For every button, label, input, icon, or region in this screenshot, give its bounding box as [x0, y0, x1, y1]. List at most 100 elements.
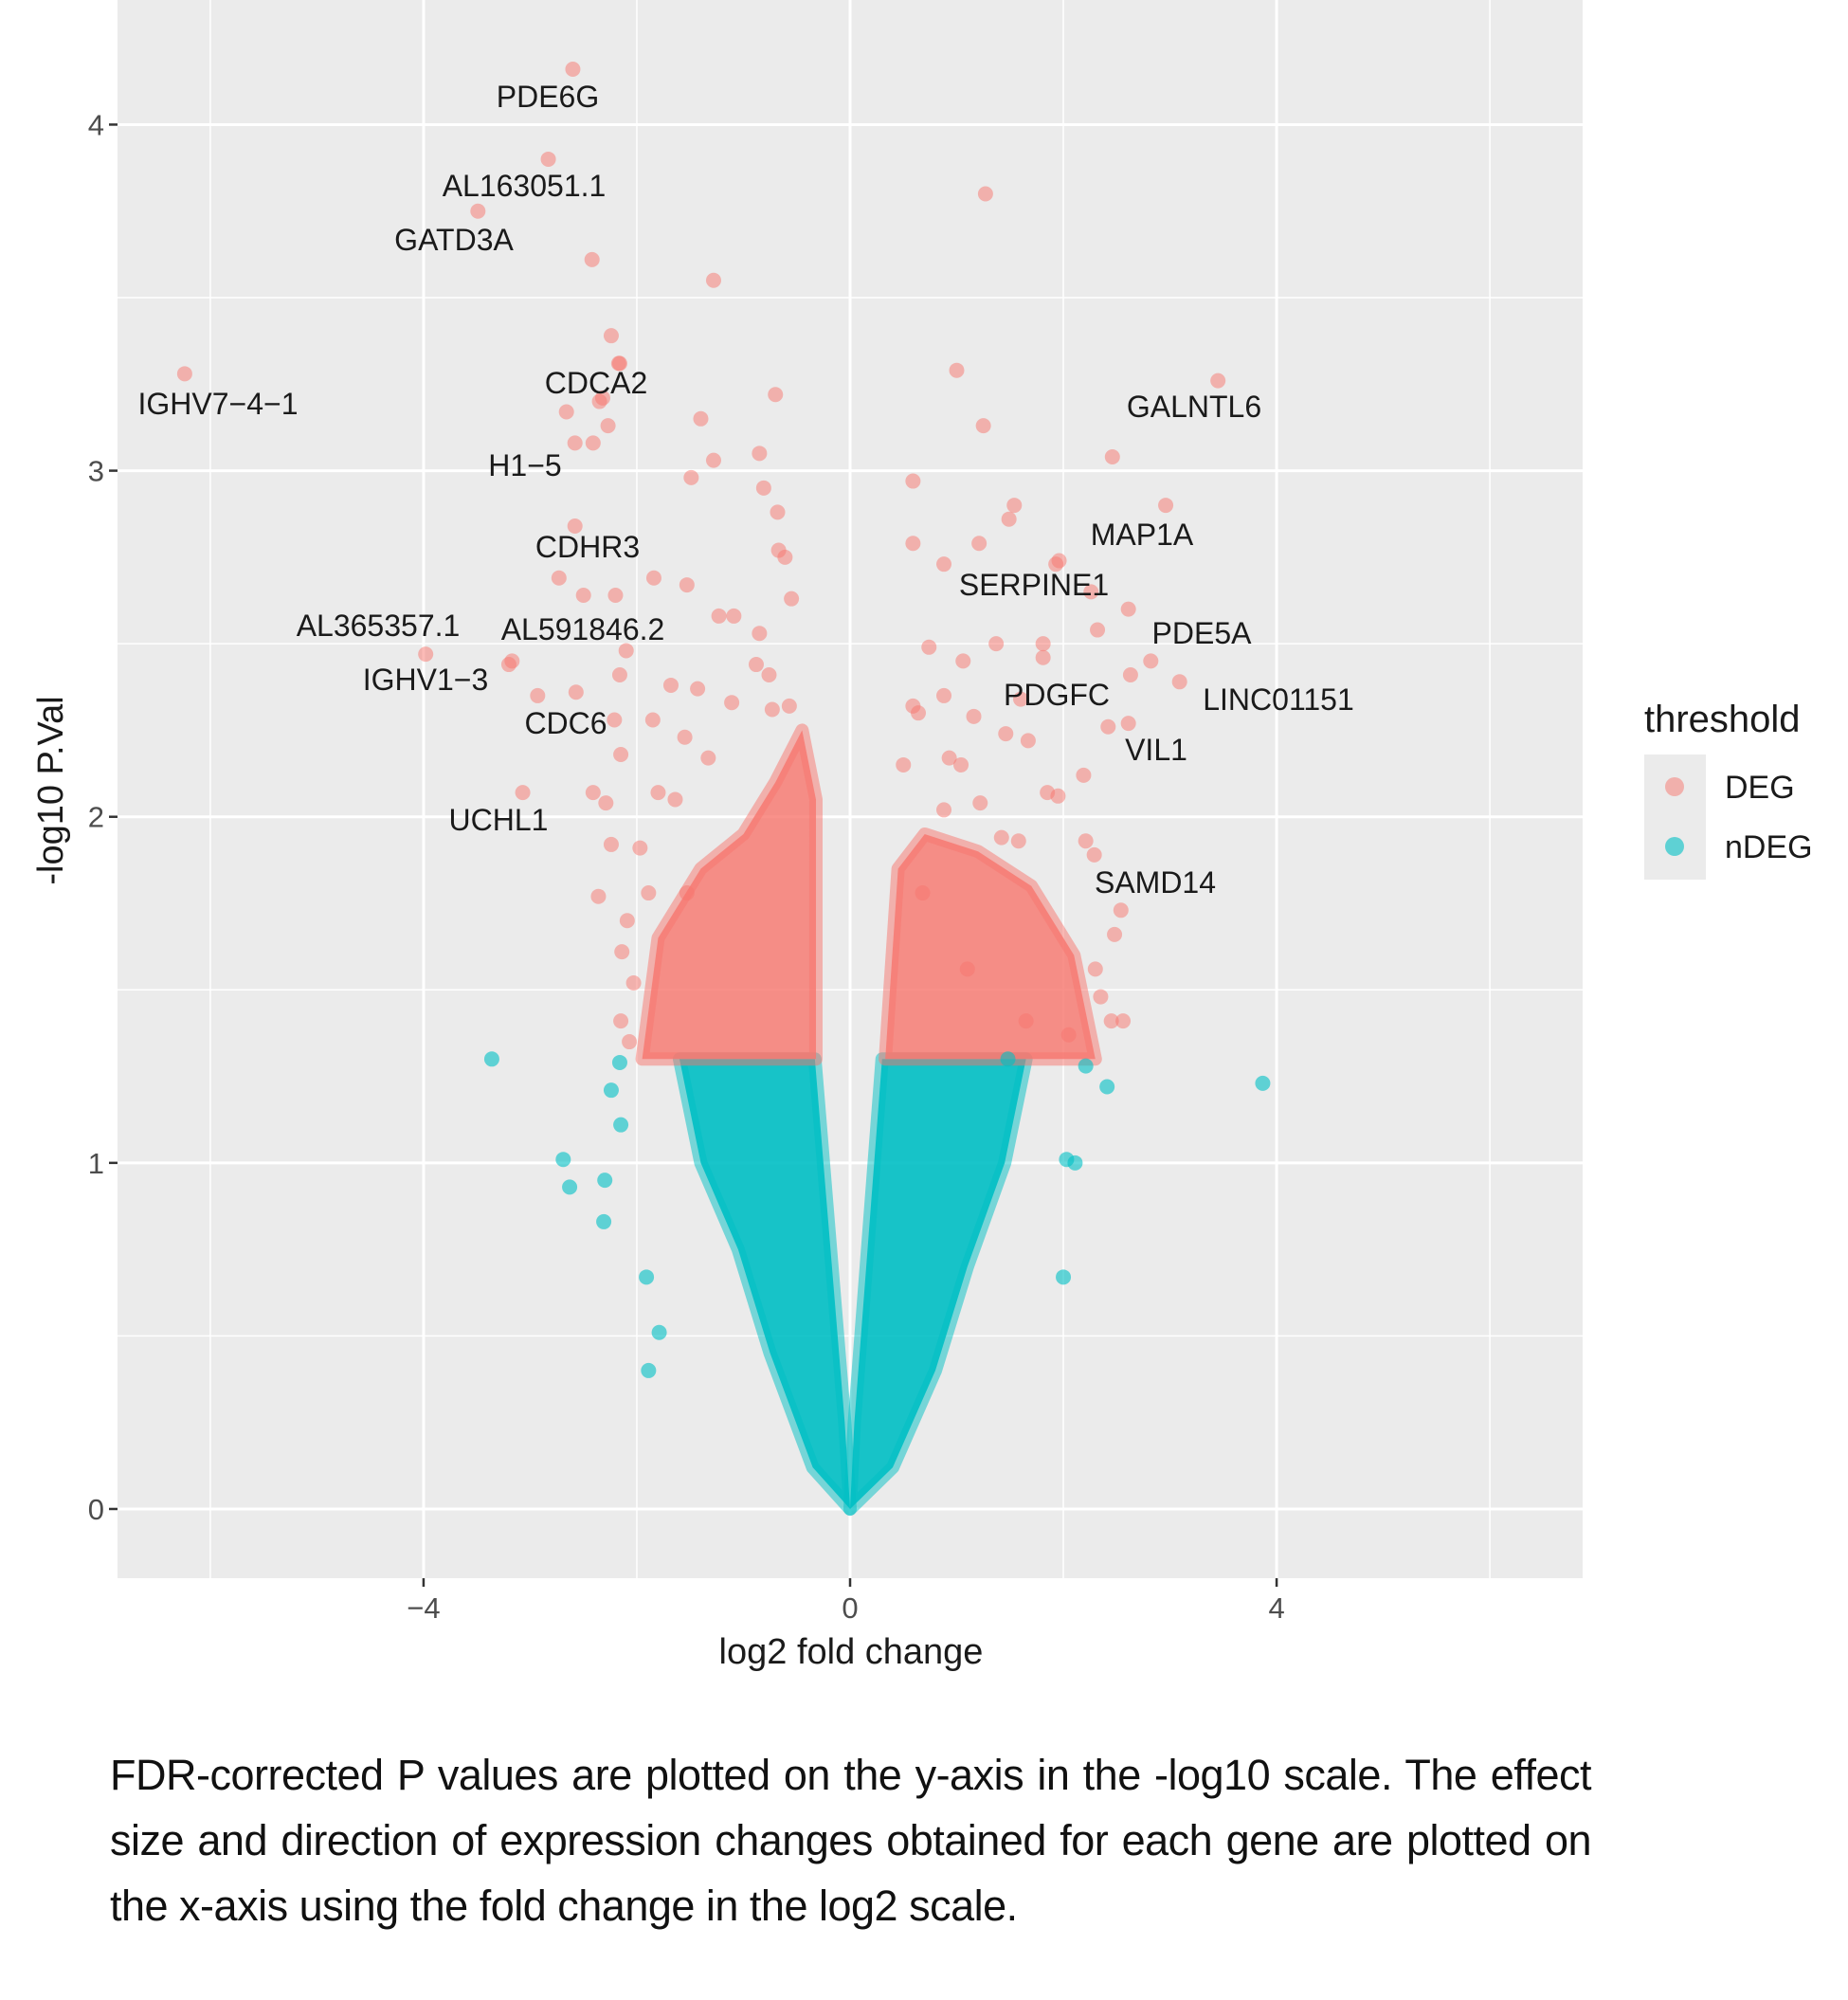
deg-point [752, 445, 768, 462]
legend-key-background [1644, 755, 1706, 880]
ndeg-point [1255, 1075, 1271, 1091]
gene-label: SAMD14 [1095, 865, 1216, 900]
deg-point [1035, 636, 1051, 652]
ndeg-point [639, 1269, 655, 1285]
deg-point [1035, 649, 1051, 665]
deg-point [603, 836, 619, 852]
dense-point-regions [635, 723, 1102, 1516]
deg-point [1083, 584, 1099, 600]
labeled-gene-point [1078, 833, 1094, 849]
deg-point [1122, 667, 1138, 683]
y-tick-label: 2 [88, 801, 104, 834]
legend-label-deg: DEG [1725, 770, 1795, 806]
ndeg-point [603, 1082, 619, 1099]
deg-point [693, 410, 709, 427]
labeled-gene-point [1120, 716, 1136, 732]
deg-point [911, 705, 927, 721]
deg-point [896, 756, 912, 773]
deg-point [558, 404, 574, 420]
deg-point [662, 677, 679, 693]
deg-point [748, 657, 764, 673]
deg-point [613, 1013, 629, 1029]
labeled-gene-point [418, 646, 434, 663]
deg-point [988, 636, 1005, 652]
deg-point [683, 469, 699, 485]
deg-point [1060, 1027, 1077, 1043]
labeled-gene-point [567, 518, 583, 534]
deg-point [1100, 718, 1116, 735]
ndeg-point [1059, 1152, 1075, 1168]
gene-label: GATD3A [394, 223, 514, 257]
deg-point [641, 885, 657, 901]
deg-point [645, 570, 661, 586]
deg-point [575, 588, 591, 604]
gene-label: AL591846.2 [501, 612, 665, 646]
deg-point [625, 974, 642, 991]
deg-point [971, 536, 987, 552]
deg-point [966, 708, 982, 724]
deg-point [1076, 767, 1092, 783]
gene-label: VIL1 [1125, 733, 1187, 767]
deg-point [941, 750, 957, 766]
deg-point [1115, 1013, 1132, 1029]
legend-key-ndeg [1665, 837, 1684, 856]
labeled-gene-point [500, 657, 516, 673]
deg-point [936, 802, 952, 818]
deg-point [1050, 788, 1066, 804]
gene-label: CDHR3 [535, 530, 640, 564]
labeled-gene-point [1051, 553, 1067, 569]
legend-title: threshold [1644, 699, 1801, 740]
deg-point [905, 536, 921, 552]
labeled-gene-point [1013, 691, 1029, 707]
ndeg-point [555, 1152, 571, 1168]
deg-point [1020, 733, 1036, 749]
deg-point [1093, 989, 1109, 1005]
deg-point [905, 473, 921, 489]
deg-point [705, 452, 721, 468]
deg-point [975, 418, 991, 434]
x-tick-label: −4 [407, 1591, 440, 1625]
grid-major [118, 0, 1583, 1578]
ndeg-point [1000, 1051, 1016, 1067]
deg-point [585, 785, 601, 801]
deg-point [622, 1034, 638, 1050]
deg-point [755, 480, 771, 496]
y-tick-label: 1 [88, 1147, 104, 1180]
deg-point [711, 608, 727, 624]
gene-label: IGHV1−3 [363, 663, 489, 697]
deg-point [915, 885, 931, 901]
deg-point [726, 608, 742, 624]
gene-label: H1−5 [488, 448, 561, 482]
labeled-gene-point [1171, 674, 1187, 690]
labeled-gene-point [1120, 601, 1136, 617]
ndeg-point [1078, 1058, 1094, 1074]
deg-point [585, 435, 601, 451]
deg-point [1103, 1013, 1119, 1029]
gene-label: MAP1A [1091, 518, 1194, 552]
legend-label-ndeg: nDEG [1725, 829, 1813, 865]
deg-point [1090, 622, 1106, 638]
deg-point [1107, 926, 1123, 942]
axes: −4 0 4 0 1 2 3 4 [88, 108, 1285, 1625]
ndeg-point [562, 1179, 578, 1195]
ndeg-point [613, 1117, 629, 1133]
deg-point [667, 791, 683, 808]
labeled-gene-point [1210, 373, 1226, 389]
gene-label: LINC01151 [1203, 682, 1354, 717]
deg-point [777, 549, 793, 565]
gene-label: CDCA2 [545, 366, 647, 400]
deg-point [679, 885, 695, 901]
labeled-gene-point [1158, 498, 1174, 514]
deg-point [690, 681, 706, 697]
ndeg-point [483, 1051, 499, 1067]
deg-point [567, 435, 583, 451]
deg-point [705, 272, 721, 288]
ndeg-point [596, 1213, 612, 1229]
labeled-gene-point [515, 785, 531, 801]
legend-key-deg [1665, 777, 1684, 796]
deg-point [611, 667, 627, 683]
x-tick-label: 4 [1268, 1591, 1284, 1625]
labeled-gene-point [470, 203, 486, 219]
ndeg-point [651, 1324, 667, 1340]
deg-point [650, 785, 666, 801]
